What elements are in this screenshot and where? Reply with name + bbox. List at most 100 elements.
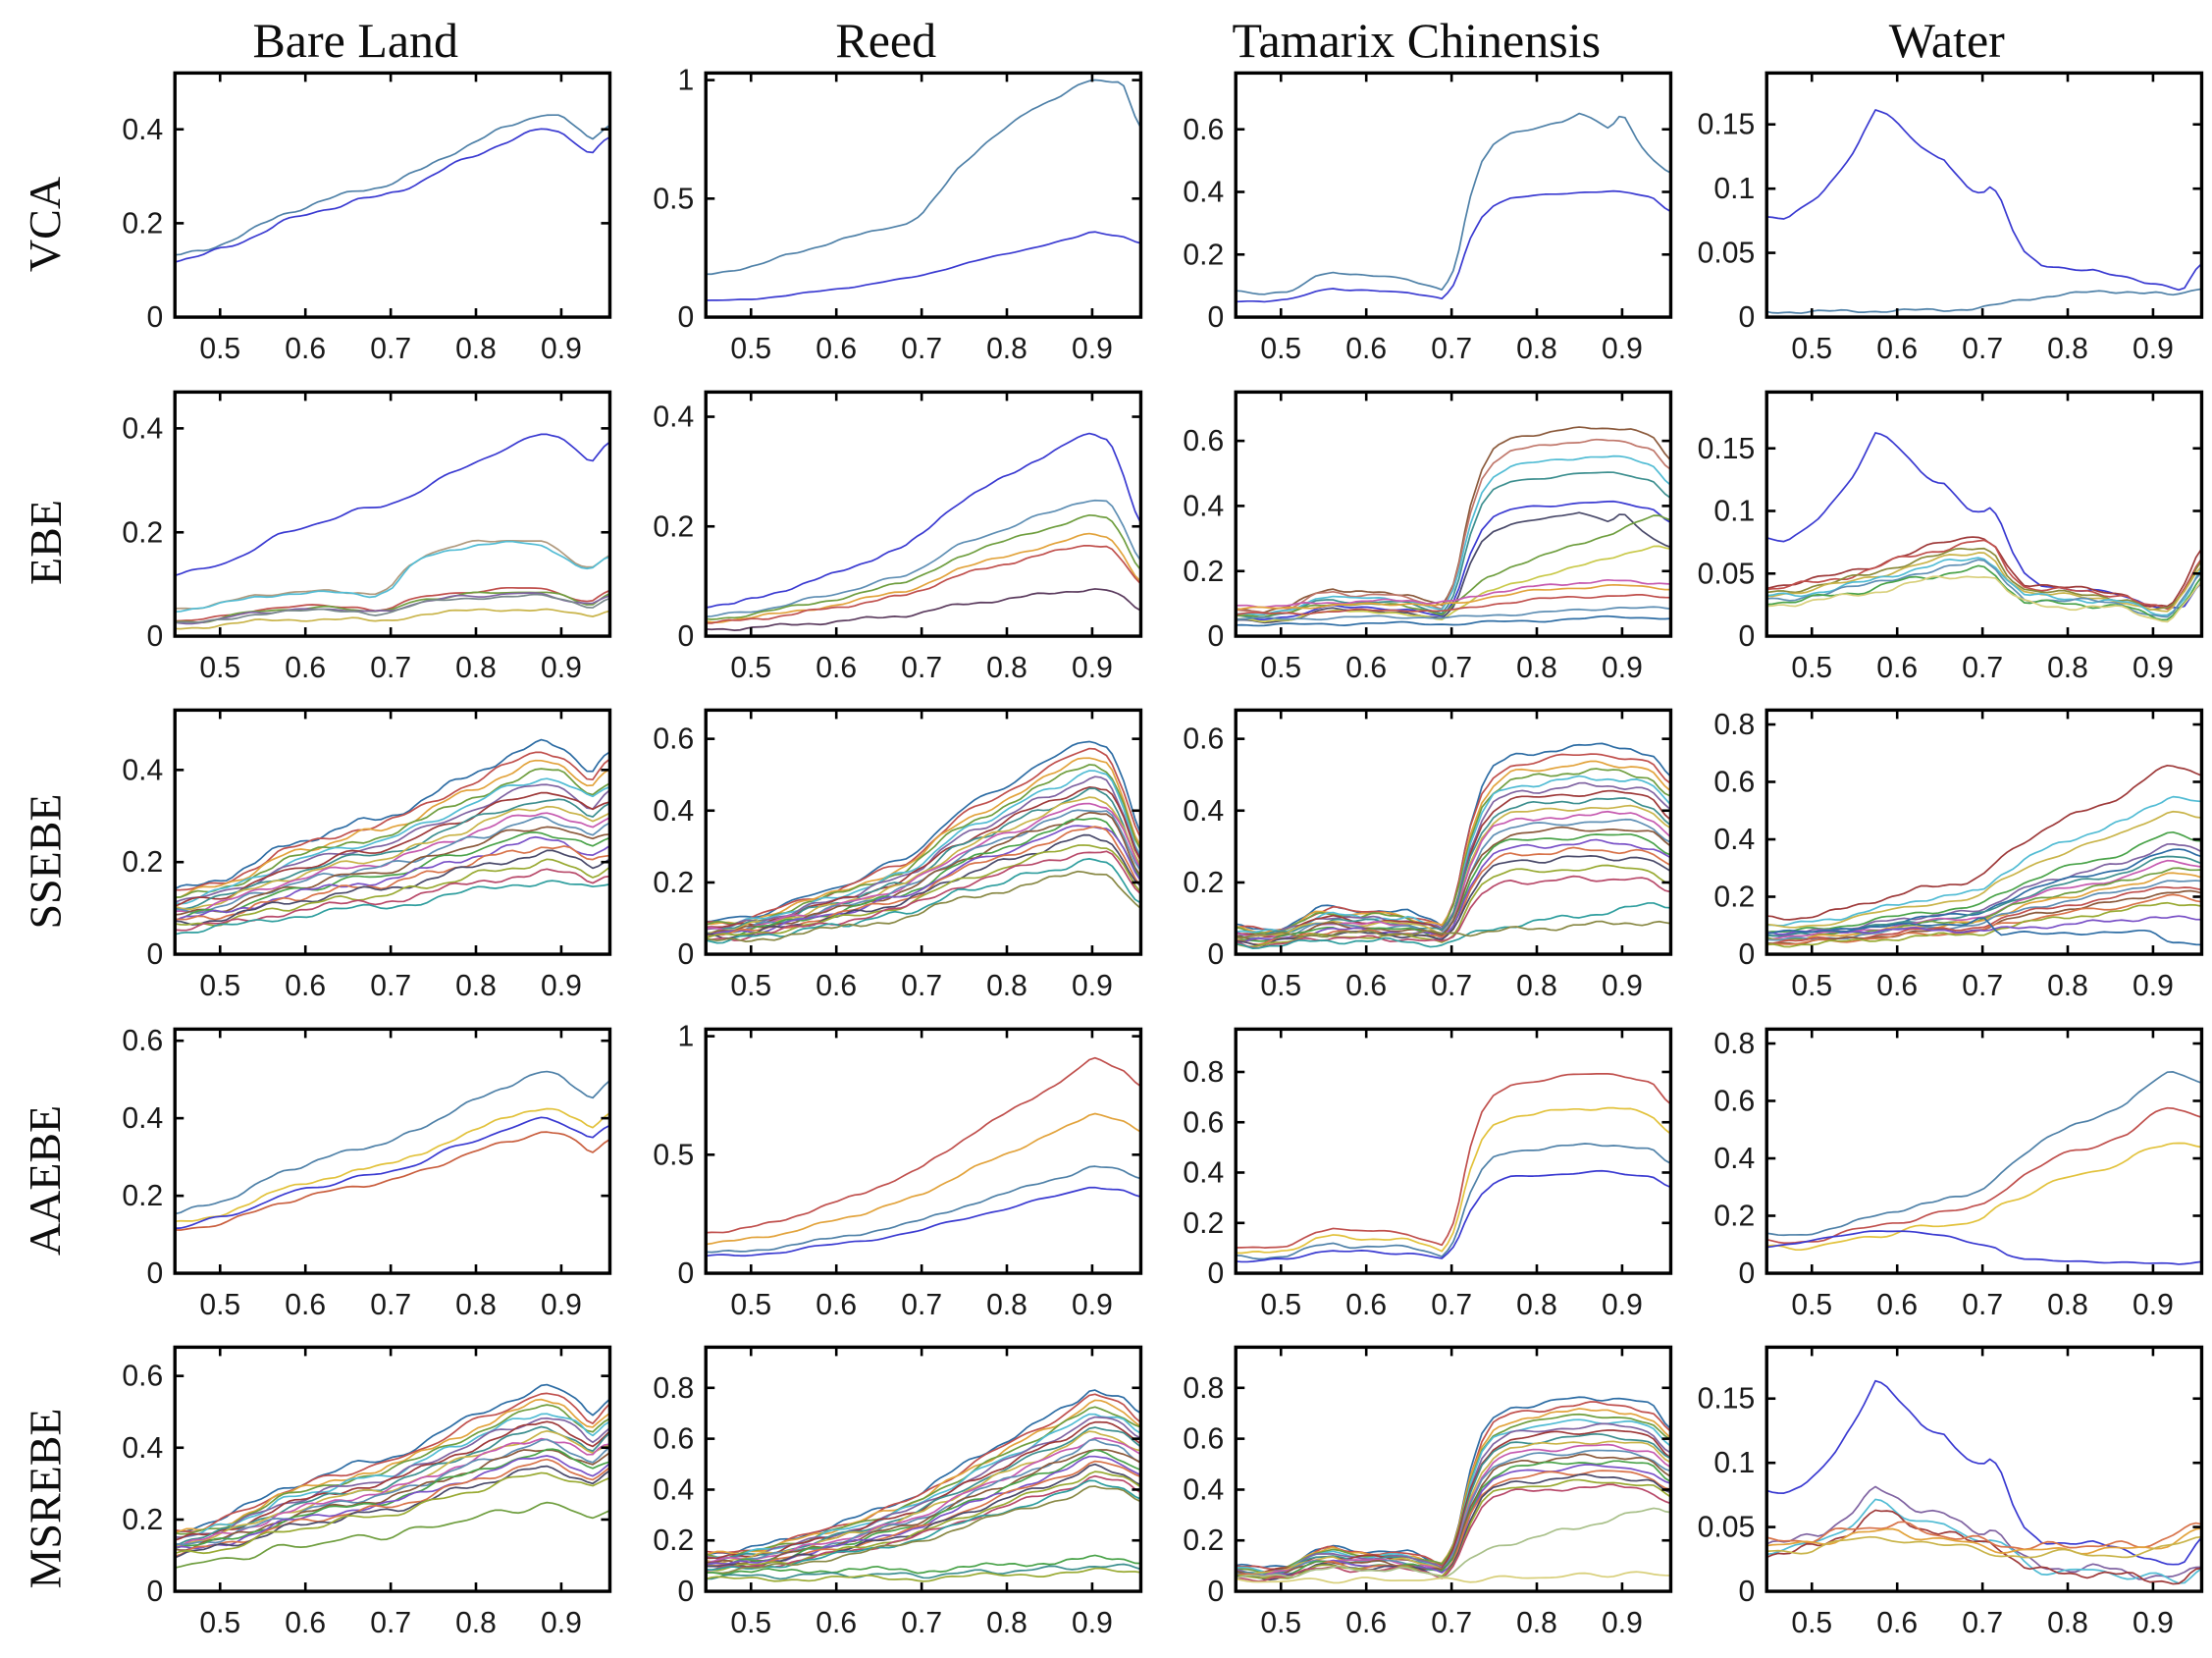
svg-text:0: 0	[1738, 301, 1755, 334]
svg-text:0.6: 0.6	[1345, 333, 1387, 365]
svg-text:0.7: 0.7	[901, 333, 942, 365]
svg-text:0.7: 0.7	[1431, 970, 1472, 1002]
svg-text:0.7: 0.7	[1431, 333, 1472, 365]
svg-text:0.9: 0.9	[541, 1289, 582, 1321]
svg-text:0: 0	[146, 1257, 163, 1290]
svg-text:0: 0	[677, 1576, 694, 1608]
column-title-bare-land: Bare Land	[252, 13, 459, 68]
svg-text:0.9: 0.9	[1072, 333, 1113, 365]
svg-text:0.4: 0.4	[1183, 795, 1224, 828]
column-title-reed: Reed	[835, 13, 937, 68]
svg-text:0.5: 0.5	[730, 1608, 771, 1640]
svg-text:0.4: 0.4	[1183, 1474, 1224, 1507]
svg-text:0.15: 0.15	[1697, 109, 1755, 141]
row-label-ssebe: SSEBE	[20, 793, 71, 930]
subplot-ssebe-reed: 0.5 0.6 0.7 0.8 0.9 0 0.2 0.4 0.6	[621, 702, 1152, 1021]
row-label-aaebe: AAEBE	[20, 1104, 71, 1256]
svg-text:1: 1	[677, 65, 694, 97]
svg-text:0.8: 0.8	[1516, 333, 1557, 365]
svg-text:0.7: 0.7	[370, 333, 411, 365]
svg-text:0.9: 0.9	[1602, 1289, 1643, 1321]
svg-text:0.5: 0.5	[1791, 652, 1832, 684]
svg-text:0.1: 0.1	[1713, 173, 1755, 205]
svg-text:0.8: 0.8	[1183, 1056, 1224, 1089]
svg-text:0.4: 0.4	[653, 401, 694, 433]
svg-text:0.9: 0.9	[1072, 652, 1113, 684]
svg-text:0.6: 0.6	[1876, 652, 1918, 684]
svg-text:0.5: 0.5	[1260, 333, 1301, 365]
subplot-vca-reed: 0.5 0.6 0.7 0.8 0.9 0 0.5 1	[621, 65, 1152, 384]
svg-text:0.05: 0.05	[1697, 238, 1755, 270]
svg-text:0.5: 0.5	[1260, 1289, 1301, 1321]
svg-text:0.6: 0.6	[816, 1289, 857, 1321]
svg-text:0.6: 0.6	[1713, 767, 1755, 799]
svg-text:0: 0	[1207, 938, 1224, 971]
svg-text:0.8: 0.8	[455, 1608, 497, 1640]
subplot-ssebe-bare-land: 0.5 0.6 0.7 0.8 0.9 0 0.2 0.4	[90, 702, 621, 1021]
svg-text:0.9: 0.9	[2133, 652, 2174, 684]
svg-text:0: 0	[146, 301, 163, 334]
svg-text:0.5: 0.5	[1260, 652, 1301, 684]
svg-text:0.5: 0.5	[730, 333, 771, 365]
svg-text:0.9: 0.9	[541, 970, 582, 1002]
svg-text:0.7: 0.7	[1962, 1289, 2003, 1321]
subplot-ebe-water: 0.5 0.6 0.7 0.8 0.9 0 0.05 0.1 0.15	[1682, 384, 2212, 703]
svg-text:0.9: 0.9	[1602, 1608, 1643, 1640]
svg-text:0.2: 0.2	[1183, 239, 1224, 271]
svg-text:0.5: 0.5	[199, 333, 240, 365]
svg-text:0.8: 0.8	[455, 1289, 497, 1321]
svg-text:0.4: 0.4	[653, 1474, 694, 1507]
svg-text:0.6: 0.6	[1183, 723, 1224, 756]
svg-text:0.5: 0.5	[1791, 1608, 1832, 1640]
svg-text:0.5: 0.5	[730, 652, 771, 684]
svg-text:0: 0	[1738, 620, 1755, 653]
svg-text:0.9: 0.9	[1602, 652, 1643, 684]
svg-text:0.5: 0.5	[653, 1139, 694, 1171]
svg-text:0.15: 0.15	[1697, 1383, 1755, 1416]
svg-text:0.2: 0.2	[122, 846, 163, 879]
svg-text:0.2: 0.2	[653, 510, 694, 543]
svg-text:0.6: 0.6	[1345, 970, 1387, 1002]
svg-text:0.05: 0.05	[1697, 1512, 1755, 1544]
svg-text:0.6: 0.6	[1183, 425, 1224, 457]
svg-text:0.6: 0.6	[1345, 1608, 1387, 1640]
svg-text:0.7: 0.7	[1431, 652, 1472, 684]
subplot-msrebe-reed: 0.5 0.6 0.7 0.8 0.9 0 0.2 0.4 0.6 0.8	[621, 1339, 1152, 1658]
svg-text:0.8: 0.8	[986, 333, 1027, 365]
svg-text:0.9: 0.9	[1072, 970, 1113, 1002]
svg-text:0.5: 0.5	[1791, 970, 1832, 1002]
svg-text:0: 0	[677, 620, 694, 653]
svg-text:0.5: 0.5	[199, 652, 240, 684]
svg-text:0.6: 0.6	[816, 333, 857, 365]
svg-text:0.5: 0.5	[730, 1289, 771, 1321]
svg-text:0.7: 0.7	[901, 1608, 942, 1640]
svg-text:0.6: 0.6	[1876, 333, 1918, 365]
svg-text:0.8: 0.8	[455, 652, 497, 684]
svg-text:0.8: 0.8	[1516, 970, 1557, 1002]
svg-text:0.8: 0.8	[986, 1289, 1027, 1321]
svg-text:0: 0	[1207, 301, 1224, 334]
svg-text:0.7: 0.7	[370, 1608, 411, 1640]
svg-text:0.2: 0.2	[1183, 555, 1224, 587]
svg-text:0.15: 0.15	[1697, 432, 1755, 464]
svg-text:0.4: 0.4	[122, 1432, 163, 1465]
svg-text:0: 0	[677, 1257, 694, 1290]
svg-text:1: 1	[677, 1021, 694, 1053]
column-title-tamarix-chinensis: Tamarix Chinensis	[1232, 13, 1602, 68]
svg-text:0.9: 0.9	[2133, 970, 2174, 1002]
svg-text:0.6: 0.6	[285, 1608, 326, 1640]
svg-text:0.5: 0.5	[1791, 1289, 1832, 1321]
row-label-msrebe: MSREBE	[20, 1408, 71, 1589]
svg-text:0.9: 0.9	[2133, 333, 2174, 365]
svg-text:0.7: 0.7	[370, 1289, 411, 1321]
svg-text:0.9: 0.9	[2133, 1608, 2174, 1640]
svg-text:0.9: 0.9	[541, 1608, 582, 1640]
svg-text:0.1: 0.1	[1713, 1448, 1755, 1480]
svg-text:0: 0	[677, 938, 694, 971]
svg-text:0.7: 0.7	[1962, 970, 2003, 1002]
svg-text:0.8: 0.8	[1516, 652, 1557, 684]
svg-text:0.8: 0.8	[986, 652, 1027, 684]
subplot-ssebe-tamarix-chinensis: 0.5 0.6 0.7 0.8 0.9 0 0.2 0.4 0.6	[1151, 702, 1682, 1021]
svg-text:0.8: 0.8	[2047, 652, 2088, 684]
svg-text:0.8: 0.8	[986, 970, 1027, 1002]
